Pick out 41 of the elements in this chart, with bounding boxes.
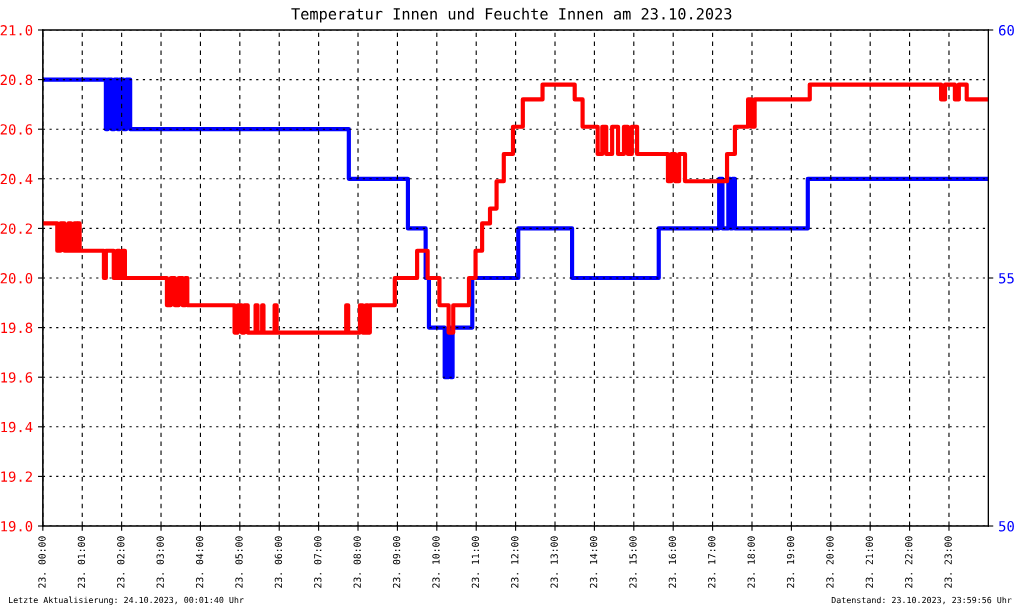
x-tick-label: 23. 17:00: [708, 536, 716, 588]
x-tick-label: 23. 22:00: [905, 536, 913, 588]
y-tick-label: 20.0: [0, 273, 33, 284]
x-tick-label: 23. 03:00: [156, 536, 164, 588]
y-tick-label: 19.2: [1, 471, 32, 482]
x-tick-label: 23. 14:00: [589, 536, 598, 588]
x-tick-label: 23. 15:00: [629, 536, 637, 588]
x-tick-label: 23. 06:00: [274, 536, 283, 588]
x-tick-label: 23. 02:00: [117, 536, 125, 588]
y-tick-label: 19.4: [1, 421, 33, 433]
x-tick-label: 23. 11:00: [471, 536, 480, 588]
x-tick-label: 23. 21:00: [865, 536, 874, 588]
y-tick-label: 20.6: [0, 124, 33, 135]
x-tick-label: 23. 19:00: [786, 536, 795, 588]
x-tick-label: 23. 12:00: [511, 536, 519, 588]
x-tick-label: 23. 09:00: [392, 536, 401, 588]
y-tick-label: 19.0: [1, 521, 33, 532]
x-tick-label: 23. 00:00: [38, 536, 46, 588]
y2-tick-label: 60: [999, 25, 1014, 36]
y-tick-label: 21.0: [0, 25, 33, 36]
y-tick-label: 20.8: [0, 74, 33, 86]
x-tick-label: 23. 08:00: [353, 536, 361, 588]
y-tick-label: 19.6: [1, 372, 33, 383]
y-tick-label: 19.8: [1, 322, 33, 334]
y-tick-label: 20.2: [0, 223, 32, 234]
x-tick-label: 23. 13:00: [550, 536, 558, 588]
text: Letzte Aktualisierung: 24.10.2023, 00:01:40 Uhr: [9, 596, 244, 605]
x-tick-label: 23. 20:00: [826, 536, 834, 588]
x-tick-label: 23. 04:00: [195, 536, 204, 588]
x-tick-label: 23. 18:00: [747, 536, 755, 588]
chart-title: Temperatur Innen und Feuchte Innen am 23.10.2023: [291, 7, 732, 23]
x-tick-label: 23. 10:00: [432, 536, 440, 588]
x-tick-label: 23. 07:00: [314, 536, 322, 588]
x-tick-label: 23. 23:00: [944, 536, 952, 588]
x-tick-label: 23. 05:00: [235, 536, 243, 588]
x-tick-label: 23. 16:00: [668, 536, 677, 588]
y-tick-label: 20.4: [0, 173, 33, 185]
x-tick-label: 23. 01:00: [77, 536, 86, 588]
y2-tick-label: 55: [999, 273, 1014, 284]
y2-tick-label: 50: [999, 521, 1014, 532]
text: Datenstand: 23.10.2023, 23:59:56 Uhr: [831, 596, 1012, 605]
